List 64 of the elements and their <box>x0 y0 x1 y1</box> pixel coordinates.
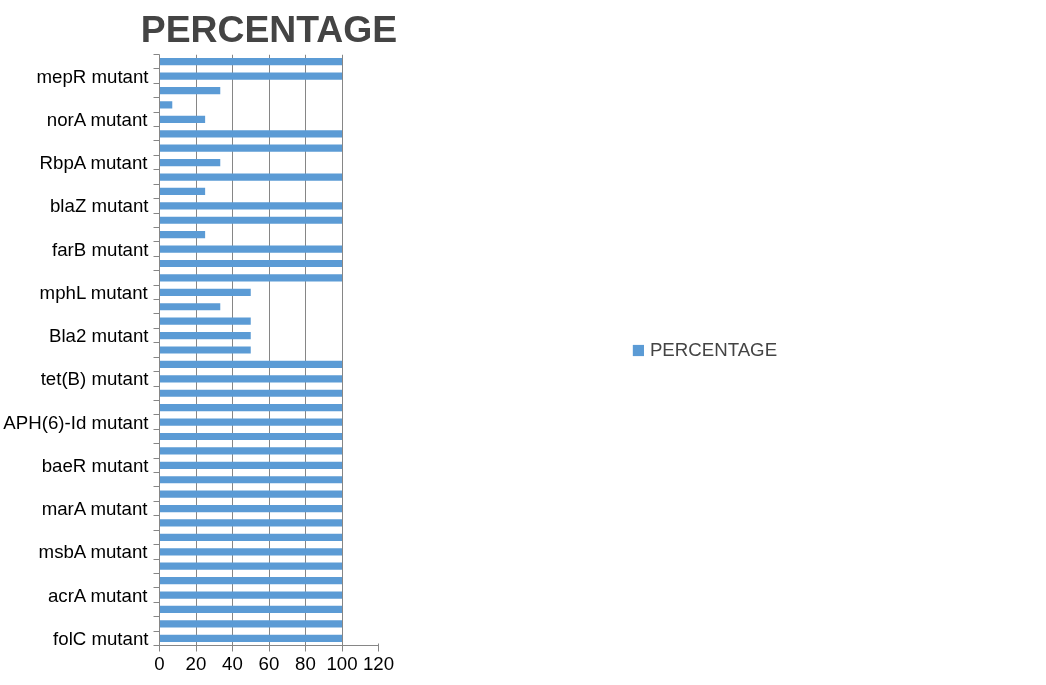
y-tick-label: acrA mutant <box>47 584 149 606</box>
bar <box>159 562 342 570</box>
x-tick-label: 0 <box>154 652 165 674</box>
bar <box>159 548 342 556</box>
bar <box>159 519 342 527</box>
bar <box>159 159 221 167</box>
bar <box>159 173 342 181</box>
bar <box>159 303 221 311</box>
bar <box>159 259 342 268</box>
x-tick-label: 120 <box>362 652 395 674</box>
bar <box>159 58 342 66</box>
bar <box>159 245 342 253</box>
y-tick-label: RbpA mutant <box>39 152 149 174</box>
bar <box>159 101 173 109</box>
bar <box>159 533 342 541</box>
x-tick-label: 80 <box>295 652 316 674</box>
bar <box>159 591 342 599</box>
y-tick-label: mphL mutant <box>39 281 149 303</box>
bar <box>159 360 342 369</box>
bar <box>159 504 342 513</box>
x-tick-label: 60 <box>258 652 280 674</box>
legend-label: PERCENTAGE <box>649 338 778 361</box>
bar <box>159 476 342 484</box>
bar <box>159 288 251 296</box>
y-tick-label: mepR mutant <box>36 65 150 87</box>
bar <box>159 634 342 642</box>
bar <box>159 605 342 614</box>
bar <box>159 72 342 80</box>
bar <box>159 317 251 325</box>
x-tick-label: 40 <box>222 652 243 674</box>
y-tick-label: marA mutant <box>41 498 149 520</box>
bar <box>159 432 342 441</box>
x-tick-label: 100 <box>326 652 358 674</box>
bar <box>159 331 251 340</box>
bar <box>159 620 342 628</box>
x-tick-label: 20 <box>185 652 207 674</box>
y-tick-label: farB mutant <box>52 238 150 260</box>
y-tick-label: folC mutant <box>53 627 150 649</box>
bar <box>159 389 342 397</box>
y-tick-label: APH(6)-Id mutant <box>3 411 150 433</box>
y-tick-label: tet(B) mutant <box>40 368 150 390</box>
bar <box>159 202 342 210</box>
bar <box>159 461 342 469</box>
bar <box>159 447 342 455</box>
bar <box>159 187 206 196</box>
bar <box>159 274 342 282</box>
bar <box>159 130 342 138</box>
bar <box>159 375 342 383</box>
bar <box>159 346 251 354</box>
bar <box>159 577 342 585</box>
y-tick-label: norA mutant <box>46 108 149 130</box>
bar <box>159 490 342 498</box>
bar <box>159 144 342 152</box>
y-tick-label: baeR mutant <box>41 454 150 476</box>
bar <box>159 115 206 123</box>
bar <box>159 216 342 224</box>
bar <box>159 86 221 95</box>
y-tick-label: msbA mutant <box>38 541 149 563</box>
y-tick-label: blaZ mutant <box>49 195 150 217</box>
bar <box>159 418 342 426</box>
bar <box>159 231 206 239</box>
bar <box>159 404 342 412</box>
y-tick-label: Bla2 mutant <box>48 325 150 347</box>
chart-title: PERCENTAGE <box>140 7 398 50</box>
